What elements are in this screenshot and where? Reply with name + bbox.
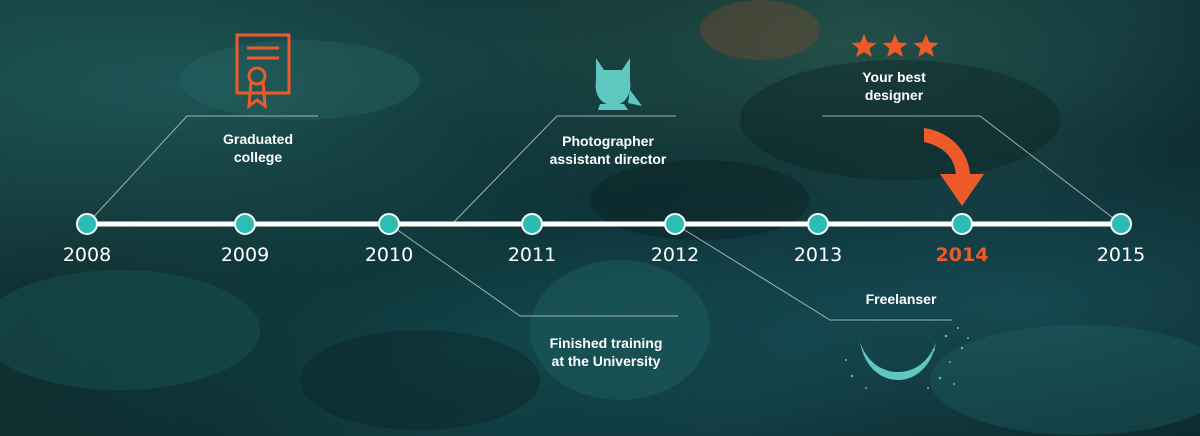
event-graduated-line2: college xyxy=(233,149,283,165)
event-finished: Finished training at the University xyxy=(528,334,684,370)
owl-icon xyxy=(595,58,642,110)
year-2011: 2011 xyxy=(507,244,557,266)
node-2009 xyxy=(234,213,256,235)
connector-finished xyxy=(388,223,678,317)
connector-graduated xyxy=(86,115,318,225)
year-2012: 2012 xyxy=(650,244,700,266)
event-best: Your best designer xyxy=(844,68,944,104)
event-finished-line1: Finished training xyxy=(549,335,663,351)
certificate-icon xyxy=(235,33,291,110)
node-2008 xyxy=(76,213,98,235)
year-2010: 2010 xyxy=(364,244,414,266)
connector-freelanser xyxy=(674,223,952,321)
year-2008: 2008 xyxy=(62,244,112,266)
connector-photographer xyxy=(451,115,676,225)
year-2013: 2013 xyxy=(793,244,843,266)
event-photographer-line1: Photographer xyxy=(562,133,654,149)
year-2015: 2015 xyxy=(1096,244,1146,266)
node-2011 xyxy=(521,213,543,235)
event-best-line2: designer xyxy=(864,87,924,103)
event-freelanser-line1: Freelanser xyxy=(865,291,937,307)
event-graduated: Graduated college xyxy=(198,130,318,166)
node-2012 xyxy=(664,213,686,235)
event-freelanser: Freelanser xyxy=(836,290,966,308)
event-graduated-line1: Graduated xyxy=(222,131,293,147)
node-2013 xyxy=(807,213,829,235)
event-best-line1: Your best xyxy=(862,69,926,85)
event-finished-line2: at the University xyxy=(551,353,661,369)
connector-best xyxy=(822,115,1122,225)
event-photographer: Photographer assistant director xyxy=(530,132,686,168)
curved-arrow-icon xyxy=(924,128,984,206)
node-2015 xyxy=(1110,213,1132,235)
year-2014: 2014 xyxy=(935,244,989,266)
stars-icon xyxy=(851,34,939,57)
node-2010 xyxy=(378,213,400,235)
event-photographer-line2: assistant director xyxy=(549,151,667,167)
moon-icon xyxy=(845,327,969,389)
year-2009: 2009 xyxy=(220,244,270,266)
node-2014 xyxy=(951,213,973,235)
